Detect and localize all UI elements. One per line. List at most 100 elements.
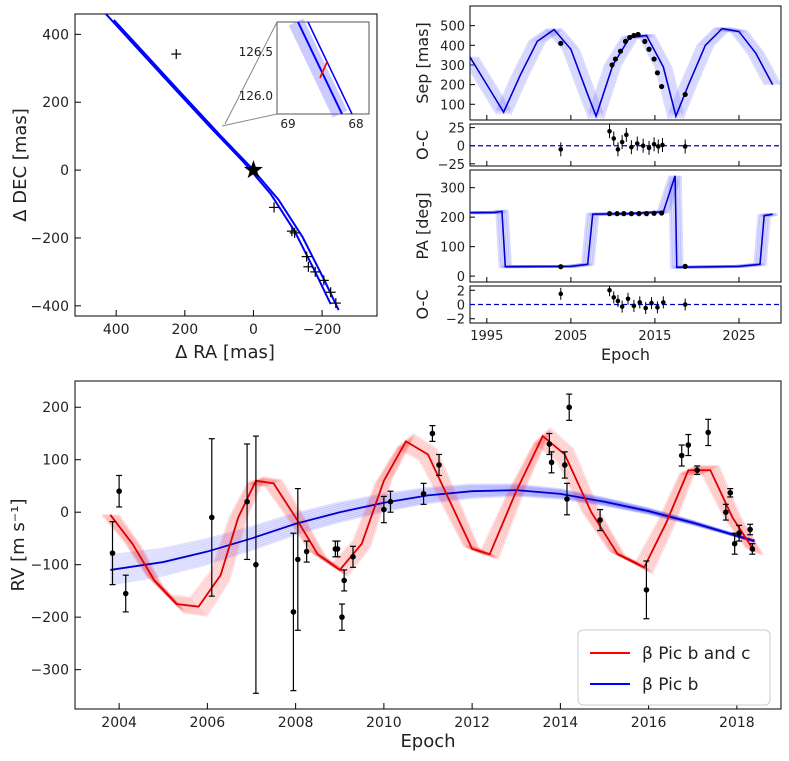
rv-b-posterior-draw — [110, 483, 755, 558]
sep-data-point — [642, 38, 648, 44]
rv-ytick-label: 100 — [42, 453, 69, 469]
rv-data-point — [244, 443, 251, 561]
sep-posterior-draw — [470, 26, 770, 120]
orbit-data-point — [289, 227, 300, 238]
sep-data-point — [635, 31, 641, 38]
sep-data-point — [627, 34, 633, 41]
legend-box — [577, 629, 771, 706]
orbit-data-point — [303, 261, 314, 272]
rv-b-posterior-draw — [110, 491, 755, 580]
pa-data-point — [628, 211, 634, 217]
inset-connector-upper — [224, 21, 278, 125]
rv-data-point — [563, 482, 570, 516]
rv-bc-posterior-draw — [106, 436, 754, 606]
sep-oc-point — [619, 135, 625, 150]
rv-data-point — [722, 503, 729, 521]
sep-data-point — [646, 46, 652, 52]
rv-data-point — [736, 524, 743, 542]
rv-data-point — [341, 569, 348, 592]
pa-oc-point — [637, 296, 643, 309]
rv-ytick-label: 200 — [42, 400, 69, 416]
epoch-xtick-label: 2015 — [638, 329, 671, 344]
pa-oc-point — [655, 301, 660, 314]
position-angle-residual-panel: 20−2 O-C 1995 2005 2015 2025 Epoch — [413, 284, 782, 364]
rv-xtick-label: 2012 — [454, 715, 490, 731]
p-paoc-ylabel: O-C — [413, 290, 432, 320]
rv-ytick-label: 0 — [60, 505, 69, 521]
rv-xtick-label: 2008 — [278, 715, 314, 731]
rv-data-point — [122, 574, 129, 613]
p-pa-ytick-label: 100 — [440, 241, 465, 256]
pa-oc-point — [558, 287, 564, 300]
sep-data-point — [631, 32, 637, 39]
inset-xtick-left: 69 — [280, 117, 295, 131]
separation-residual-panel: 25 0 −25 O-C — [413, 122, 782, 173]
p-sep-ytick-label: 100 — [440, 98, 465, 113]
pa-oc-point — [615, 294, 621, 307]
pa-posterior-draw — [475, 175, 779, 269]
rv-data-point — [685, 433, 692, 457]
inset-xtick-right: 68 — [348, 117, 363, 131]
orbit-data-point — [171, 49, 182, 60]
rv-data-point — [548, 451, 555, 474]
pa-data-point — [643, 211, 650, 217]
orbit-frame — [74, 13, 378, 317]
pa-data-point — [651, 210, 657, 216]
sep-oc-point — [558, 142, 564, 157]
pa-oc-point — [611, 291, 617, 304]
rv-data-point — [727, 487, 734, 498]
rv-data-point — [334, 540, 341, 558]
rv-data-point — [387, 490, 394, 513]
pa-posterior-draw — [473, 175, 777, 269]
rv-xtick-label: 2010 — [366, 715, 402, 731]
rv-b-posterior-draw — [110, 485, 755, 564]
orbit-data-point — [325, 287, 336, 298]
inset-orbit-band — [288, 18, 353, 118]
sep-posterior-draw — [473, 26, 779, 120]
orbit-inset: 69 68 126.5 126.0 — [221, 18, 370, 131]
legend-label-b: β Pic b — [642, 675, 698, 695]
rv-bc-posterior-draw — [108, 434, 755, 608]
legend-label-b-and-c: β Pic b and c — [642, 644, 751, 664]
pa-posterior-draw — [471, 175, 774, 269]
rv-xtick-label: 2016 — [631, 715, 667, 731]
p-pa-ytick-label: 200 — [440, 211, 465, 226]
rv-data-point — [380, 495, 387, 524]
p-pa-ytick-label: 300 — [440, 182, 465, 197]
p-pa-ytick-label: 0 — [457, 270, 465, 285]
rv-data-point — [705, 418, 712, 447]
sep-oc-point — [651, 137, 657, 152]
pa-oc-point — [619, 300, 625, 313]
rv-bc-posterior-draw — [102, 439, 750, 602]
rv-data-point — [338, 603, 345, 631]
orbit-ytick-label: −400 — [31, 299, 69, 315]
sep-posterior-draw — [476, 26, 781, 120]
sep-oc-point — [640, 138, 646, 153]
p-sep-ytick-label: 500 — [440, 20, 465, 35]
rv-data-point — [694, 465, 701, 476]
orbit-data-point — [318, 275, 329, 286]
orbit-ytick-label: 200 — [42, 95, 69, 111]
rv-b-best-fit — [110, 489, 755, 571]
sep-posterior-draw — [470, 26, 767, 120]
sep-oc-point — [611, 131, 617, 146]
sep-data-point — [659, 83, 665, 90]
sep-data-point — [612, 56, 619, 62]
rv-bc-posterior-draw — [109, 432, 757, 610]
pa-oc-point — [682, 298, 688, 311]
orbit-ytick-label: 0 — [60, 163, 69, 179]
p-sep-ytick-label: 400 — [440, 39, 465, 54]
rv-data-point — [290, 532, 297, 692]
rv-data-point — [678, 444, 685, 467]
inset-ytick-upper: 126.5 — [239, 45, 273, 59]
rv-ytick-label: −300 — [31, 663, 69, 679]
rv-b-posterior-draw — [110, 493, 755, 586]
star-marker — [243, 160, 263, 179]
p-sepoc-ytick-label: 0 — [457, 140, 465, 155]
p-sep-frame — [469, 5, 782, 121]
orbit-data-point — [301, 251, 312, 262]
orbit-data-point — [330, 298, 341, 309]
epoch-xtick-label: 2005 — [554, 329, 587, 344]
sep-oc-point — [624, 127, 629, 142]
